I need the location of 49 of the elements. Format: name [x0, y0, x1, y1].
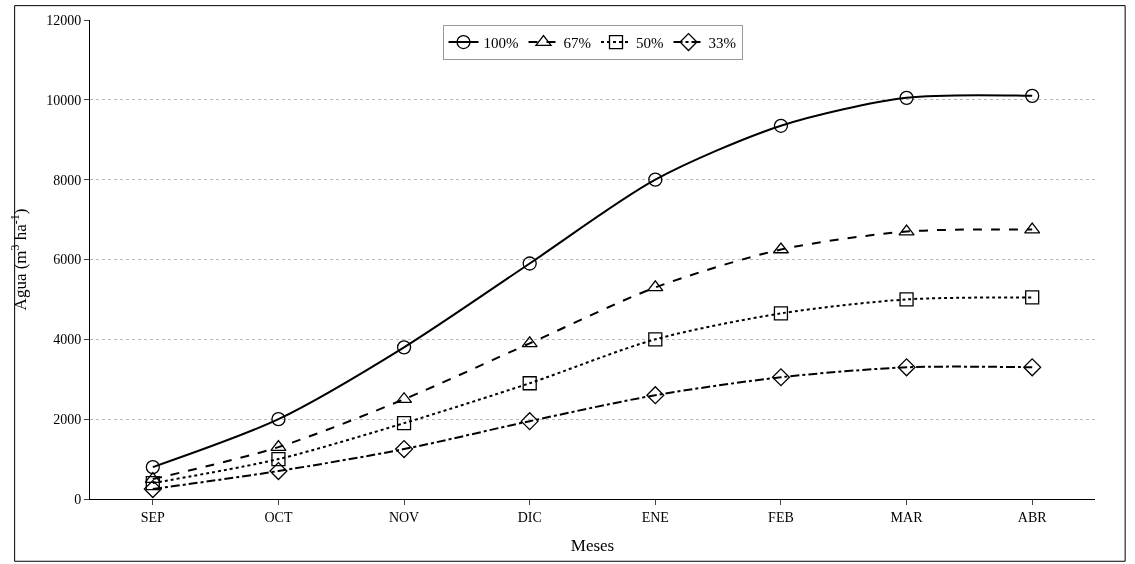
point [899, 90, 914, 105]
y-tick-label: 6000 [53, 252, 82, 268]
legend-label: 33% [708, 34, 736, 51]
x-tick-label: SEP [140, 509, 166, 525]
y-tick-label: 2000 [53, 412, 82, 428]
y-tick-label: 0 [74, 491, 82, 507]
point [271, 412, 286, 427]
point [521, 336, 538, 348]
x-tick-label: ENE [641, 509, 669, 525]
x-tick-label: NOV [388, 509, 420, 525]
point [1024, 222, 1041, 234]
point [647, 280, 664, 292]
y-tick-label: 4000 [53, 332, 82, 348]
point [898, 224, 915, 236]
point [396, 416, 412, 431]
legend-label: 67% [563, 34, 591, 51]
point [269, 461, 288, 481]
point [646, 386, 665, 405]
y-tick-label: 12000 [46, 12, 82, 28]
x-tick-label: DIC [517, 509, 542, 525]
point [270, 439, 287, 452]
point [773, 306, 789, 321]
point [271, 451, 286, 467]
point [771, 368, 791, 387]
x-tick-label: MAR [890, 509, 924, 525]
point [522, 256, 537, 271]
legend-label: 50% [636, 34, 664, 51]
point [145, 475, 160, 491]
point [145, 459, 160, 475]
point [648, 172, 663, 187]
point [773, 118, 789, 133]
point [143, 479, 162, 499]
legend-label: 100% [483, 34, 519, 51]
y-tick-label: 10000 [46, 92, 82, 108]
point [899, 292, 914, 307]
point [897, 358, 916, 377]
x-tick-label: OCT [264, 509, 293, 525]
point [396, 340, 412, 355]
point [648, 332, 663, 347]
point [520, 412, 539, 431]
x-tick-label: FEB [768, 509, 794, 525]
y-tick-label: 8000 [53, 172, 82, 188]
x-tick-label: ABR [1017, 509, 1048, 525]
point [522, 376, 537, 391]
point [1025, 290, 1040, 305]
x-axis-title: Meses [570, 536, 615, 556]
point [1023, 358, 1042, 377]
point [394, 440, 414, 459]
point [1025, 88, 1040, 103]
